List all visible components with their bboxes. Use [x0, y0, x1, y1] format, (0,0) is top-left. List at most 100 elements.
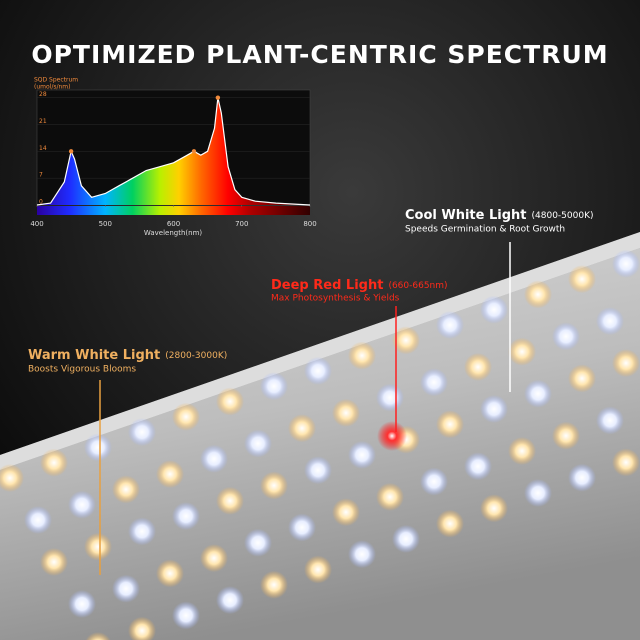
warm-led	[612, 349, 640, 378]
warm-led	[0, 464, 24, 492]
y-tick-label: 0	[39, 199, 43, 206]
warm-led	[612, 448, 640, 477]
cool-led	[596, 307, 624, 336]
panel-edge	[0, 232, 640, 470]
warm-led	[84, 532, 112, 561]
cool-led	[112, 574, 140, 603]
cool-led	[68, 590, 96, 618]
cool-led	[420, 467, 448, 496]
cool-led	[172, 601, 200, 630]
x-tick-label: 400	[30, 220, 43, 228]
cool-led	[392, 524, 420, 553]
cool-led	[200, 444, 228, 473]
x-tick-label: 700	[235, 220, 248, 228]
warm-led	[508, 437, 536, 465]
warm-led	[376, 482, 404, 511]
warm-led	[216, 387, 244, 416]
spectrum-chart: SQD Spectrum (umol/s/nm) Wavelength(nm) …	[30, 77, 316, 238]
warm-led	[156, 460, 184, 489]
warm-led	[436, 509, 464, 538]
cool-led	[524, 379, 552, 408]
callout-title: Cool White Light (4800-5000K)	[405, 208, 594, 223]
warm-led	[552, 421, 580, 450]
x-tick-label: 800	[303, 220, 316, 228]
cool-led	[68, 490, 96, 519]
peak-marker	[191, 149, 197, 154]
spectrum-line	[36, 97, 311, 206]
warm-led	[480, 494, 508, 523]
warm-led	[304, 555, 332, 584]
cool-led	[304, 456, 332, 485]
cool-led	[568, 463, 596, 492]
page-title: OPTIMIZED PLANT-CENTRIC SPECTRUM	[31, 40, 608, 69]
warm-led	[216, 486, 244, 515]
warm-led	[332, 398, 360, 427]
warm-led	[392, 326, 420, 355]
cool-led	[552, 322, 580, 351]
x-tick-label: 500	[99, 220, 112, 228]
warm-led	[40, 448, 68, 477]
cool-led	[376, 383, 404, 412]
x-tick-label: 600	[167, 220, 180, 228]
cool-led	[244, 429, 272, 458]
warm-led	[260, 471, 288, 500]
cool-led	[260, 372, 288, 401]
spectrum-band	[37, 206, 310, 215]
cool-led	[128, 418, 156, 447]
cool-led	[348, 540, 376, 569]
callout-title: Deep Red Light (660-665nm)	[271, 278, 448, 293]
y-tick-label: 28	[39, 91, 47, 98]
warm-led	[436, 410, 464, 439]
cool-led	[24, 506, 52, 534]
warm-led	[85, 632, 111, 640]
cool-led	[436, 311, 464, 339]
callout-title: Cool White Light	[405, 208, 527, 223]
warm-led	[568, 364, 596, 393]
warm-led	[524, 280, 552, 309]
warm-led	[172, 402, 200, 431]
led-array	[0, 249, 640, 640]
y-axis-label: SQD Spectrum	[34, 77, 78, 84]
cool-led	[288, 513, 316, 542]
cool-led	[480, 395, 508, 423]
cool-led	[612, 249, 640, 278]
y-axis-unit: (umol/s/nm)	[34, 84, 70, 91]
callout-text: Max Photosynthesis & Yields	[271, 294, 400, 304]
cool-led	[216, 586, 244, 615]
cool-led	[84, 433, 112, 462]
warm-led	[40, 548, 68, 576]
spectrum-area	[37, 97, 310, 205]
cool-led	[480, 295, 508, 324]
cool-led	[304, 356, 332, 385]
callout-range: (660-665nm)	[388, 281, 447, 291]
warm-led	[332, 498, 360, 527]
warm-led	[128, 616, 156, 640]
callout-text: Speeds Germination & Root Growth	[405, 225, 565, 235]
callout-title: Warm White Light (2800-3000K)	[28, 348, 227, 363]
cool-led	[524, 479, 552, 507]
cool-led	[596, 406, 624, 435]
y-tick-label: 21	[39, 118, 47, 125]
cool-led	[172, 502, 200, 531]
panel-lens	[0, 248, 640, 640]
warm-led	[260, 570, 288, 599]
y-tick-label: 14	[39, 145, 47, 152]
callout-title: Warm White Light	[28, 348, 160, 363]
callout-text: Boosts Vigorous Blooms	[28, 365, 136, 375]
cool-led	[348, 440, 376, 469]
warm-led	[156, 559, 184, 588]
cool-led	[464, 452, 492, 481]
callout-title: Deep Red Light	[271, 278, 383, 293]
peak-marker	[68, 149, 74, 154]
cool-led	[244, 528, 272, 557]
red-led	[377, 421, 407, 451]
x-axis-label: Wavelength(nm)	[144, 229, 203, 237]
warm-led	[288, 414, 316, 443]
cool-led	[420, 368, 448, 397]
warm-led	[112, 475, 140, 504]
callout-range: (4800-5000K)	[532, 211, 594, 221]
warm-led	[508, 337, 536, 366]
cool-led	[128, 517, 156, 546]
warm-led	[348, 341, 376, 370]
